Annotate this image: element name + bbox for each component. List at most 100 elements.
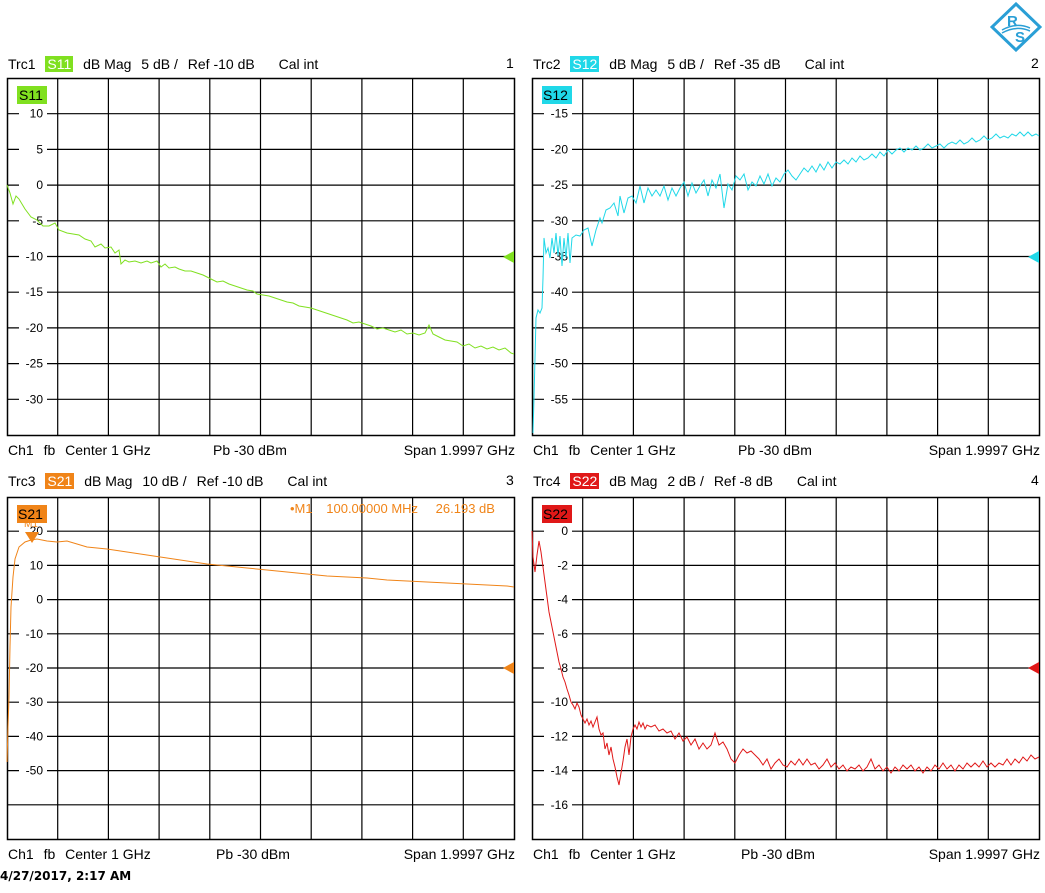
s11-trace xyxy=(6,184,515,355)
diagram-number: 4 xyxy=(1031,472,1039,488)
svg-text:-16: -16 xyxy=(551,798,569,812)
span-freq: Span 1.9997 GHz xyxy=(928,442,1040,458)
trace-name: Trc3 xyxy=(8,473,36,489)
cal-status: Cal int xyxy=(804,56,845,72)
s22-trace xyxy=(531,530,1040,786)
center-freq: Center 1 GHz xyxy=(65,442,151,458)
svg-text:-10: -10 xyxy=(551,695,569,709)
trace4-header: Trc4 S22 dB Mag 2 dB / Ref -8 dB Cal int xyxy=(533,472,843,490)
cal-status: Cal int xyxy=(278,56,319,72)
channel-label: Ch1 xyxy=(8,846,34,862)
marker-label: •M1 xyxy=(290,501,313,516)
s12-trace xyxy=(532,131,1040,434)
port-power: Pb -30 dBm xyxy=(216,846,290,862)
svg-text:-25: -25 xyxy=(551,178,569,192)
trace-label: S21 xyxy=(18,506,43,522)
trace-scale: 10 dB / xyxy=(142,473,187,489)
diagram-number: 1 xyxy=(506,55,514,71)
trace-format: dB Mag xyxy=(609,473,658,489)
svg-text:-14: -14 xyxy=(551,764,569,778)
svg-text:-15: -15 xyxy=(551,107,569,121)
ref-level-arrow[interactable] xyxy=(1028,662,1039,674)
svg-text:-30: -30 xyxy=(26,695,44,709)
svg-text:5: 5 xyxy=(36,142,43,156)
marker-m1-triangle[interactable] xyxy=(25,532,39,543)
svg-text:-35: -35 xyxy=(551,250,569,264)
trace-label: S22 xyxy=(543,506,568,522)
svg-text:-20: -20 xyxy=(26,321,44,335)
cal-status: Cal int xyxy=(796,473,837,489)
svg-text:-30: -30 xyxy=(551,214,569,228)
svg-text:-6: -6 xyxy=(557,627,568,641)
svg-text:-15: -15 xyxy=(26,285,44,299)
marker-freq: 100.00000 MHz xyxy=(326,501,419,516)
s21-trace xyxy=(6,538,515,763)
channel-footer-3: Ch1 fb Center 1 GHz Pb -30 dBm Span 1.99… xyxy=(8,846,515,862)
marker-readout: •M1 100.00000 MHz 26.193 dB xyxy=(290,501,495,516)
svg-text:0: 0 xyxy=(561,524,568,538)
ref-level-arrow[interactable] xyxy=(503,251,514,263)
svg-text:-40: -40 xyxy=(551,285,569,299)
svg-text:-20: -20 xyxy=(551,142,569,156)
svg-text:S: S xyxy=(1015,29,1025,46)
svg-text:-50: -50 xyxy=(551,357,569,371)
trace-format: dB Mag xyxy=(84,473,133,489)
cal-status: Cal int xyxy=(287,473,328,489)
svg-text:-12: -12 xyxy=(551,729,569,743)
diagram-2-plot[interactable]: -15 -20 -25 -30 -35 -40 -45 -50 -55 S12 xyxy=(531,77,1041,437)
trace-label: S12 xyxy=(543,87,568,103)
span-freq: Span 1.9997 GHz xyxy=(928,846,1040,862)
s-param-badge[interactable]: S12 xyxy=(570,56,600,72)
trace-ref: Ref -8 dB xyxy=(713,473,773,489)
fb-label: fb xyxy=(43,442,56,458)
trace-name: Trc2 xyxy=(533,56,561,72)
trace-scale: 5 dB / xyxy=(667,56,704,72)
svg-text:-30: -30 xyxy=(26,392,44,406)
center-freq: Center 1 GHz xyxy=(590,442,676,458)
trace-format: dB Mag xyxy=(83,56,132,72)
s-param-badge[interactable]: S22 xyxy=(570,473,600,489)
rohde-schwarz-logo: R S xyxy=(990,2,1042,52)
channel-footer-1: Ch1 fb Center 1 GHz Pb -30 dBm Span 1.99… xyxy=(8,442,515,458)
trace-ref: Ref -35 dB xyxy=(713,56,781,72)
timestamp: 4/27/2017, 2:17 AM xyxy=(0,869,132,883)
trace-ref: Ref -10 dB xyxy=(196,473,264,489)
svg-text:0: 0 xyxy=(36,593,43,607)
trace-ref: Ref -10 dB xyxy=(187,56,255,72)
marker-value: 26.193 dB xyxy=(435,501,495,516)
trace-scale: 5 dB / xyxy=(141,56,178,72)
center-freq: Center 1 GHz xyxy=(590,846,676,862)
svg-text:-45: -45 xyxy=(551,321,569,335)
channel-label: Ch1 xyxy=(533,846,559,862)
port-power: Pb -30 dBm xyxy=(213,442,287,458)
svg-text:-40: -40 xyxy=(26,729,44,743)
svg-text:-25: -25 xyxy=(26,357,44,371)
diagram-number: 3 xyxy=(506,472,514,488)
svg-text:-55: -55 xyxy=(551,392,569,406)
trace-label: S11 xyxy=(19,87,43,103)
channel-footer-4: Ch1 fb Center 1 GHz Pb -30 dBm Span 1.99… xyxy=(533,846,1040,862)
diagram-4-plot[interactable]: 0 -2 -4 -6 -8 -10 -12 -14 -16 S22 xyxy=(531,496,1041,841)
trace-format: dB Mag xyxy=(609,56,658,72)
svg-text:R: R xyxy=(1007,13,1018,30)
trace-name: Trc1 xyxy=(8,56,36,72)
svg-text:-20: -20 xyxy=(26,661,44,675)
port-power: Pb -30 dBm xyxy=(738,442,812,458)
svg-text:-4: -4 xyxy=(557,593,568,607)
svg-text:10: 10 xyxy=(30,558,44,572)
s-param-badge[interactable]: S11 xyxy=(45,56,74,72)
center-freq: Center 1 GHz xyxy=(65,846,151,862)
port-power: Pb -30 dBm xyxy=(741,846,815,862)
channel-footer-2: Ch1 fb Center 1 GHz Pb -30 dBm Span 1.99… xyxy=(533,442,1040,458)
trace1-header: Trc1 S11 dB Mag 5 dB / Ref -10 dB Cal in… xyxy=(8,55,324,73)
channel-label: Ch1 xyxy=(8,442,34,458)
ref-level-arrow[interactable] xyxy=(1028,251,1039,263)
diagram-number: 2 xyxy=(1031,55,1039,71)
s-param-badge[interactable]: S21 xyxy=(45,473,75,489)
ref-level-arrow[interactable] xyxy=(503,662,514,674)
svg-text:10: 10 xyxy=(30,107,44,121)
trace3-header: Trc3 S21 dB Mag 10 dB / Ref -10 dB Cal i… xyxy=(8,472,333,490)
trace2-header: Trc2 S12 dB Mag 5 dB / Ref -35 dB Cal in… xyxy=(533,55,850,73)
